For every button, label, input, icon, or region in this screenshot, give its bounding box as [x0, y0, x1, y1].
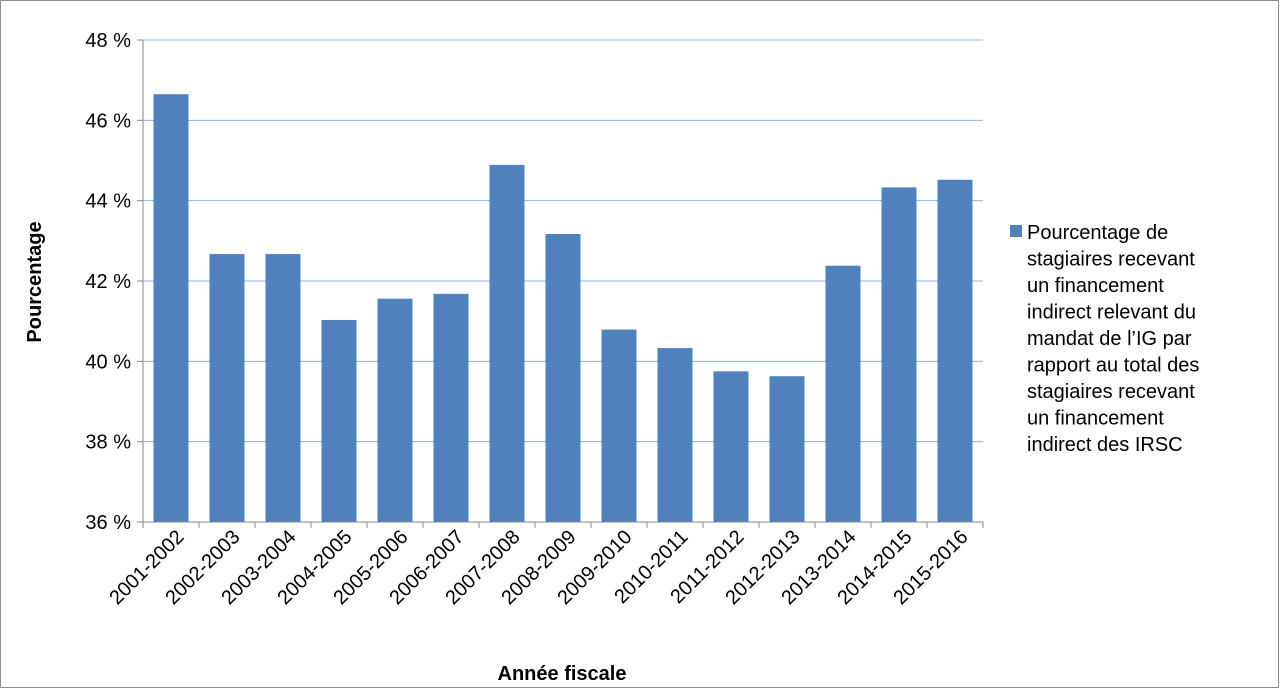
x-tick-labels: 2001-20022002-20032003-20042004-20052005…	[105, 526, 972, 609]
legend-line: mandat de l’IG par	[1027, 328, 1192, 350]
legend-label: Pourcentage de stagiaires recevant un fina…	[1027, 222, 1199, 456]
legend-line: Pourcentage de	[1027, 222, 1168, 244]
bar	[433, 293, 469, 522]
bar	[881, 187, 917, 522]
bar	[489, 164, 525, 522]
bars	[153, 94, 973, 523]
y-tick-labels: 36 % 38 % 40 % 42 % 44 % 46 % 48 %	[85, 30, 131, 534]
y-tick-label: 38 %	[85, 432, 131, 454]
legend-line: indirect des IRSC	[1027, 434, 1183, 456]
bar	[265, 254, 301, 523]
bar	[937, 179, 973, 522]
bar	[601, 329, 637, 522]
bar	[377, 298, 413, 522]
y-tick-label: 48 %	[85, 30, 131, 52]
legend-line: indirect relevant du	[1027, 302, 1196, 324]
bar	[769, 376, 805, 522]
legend-line: un financement	[1027, 408, 1164, 430]
legend-line: stagiaires recevant	[1027, 381, 1195, 403]
y-tick-label: 40 %	[85, 351, 131, 373]
legend-line: rapport au total des	[1027, 355, 1199, 377]
bar	[545, 234, 581, 522]
bar	[209, 254, 245, 523]
y-tick-label: 42 %	[85, 271, 131, 293]
x-axis-title: Année fiscale	[498, 663, 627, 685]
y-tick-label: 46 %	[85, 110, 131, 132]
bar	[825, 265, 861, 522]
bar	[713, 371, 749, 522]
legend-line: stagiaires recevant	[1027, 249, 1195, 271]
y-tick-label: 36 %	[85, 512, 131, 534]
legend-line: un financement	[1027, 275, 1164, 297]
legend-swatch	[1010, 225, 1022, 237]
y-axis-title: Pourcentage	[24, 221, 46, 342]
bar	[657, 348, 693, 522]
bar	[321, 319, 357, 522]
legend: Pourcentage de stagiaires recevant un fina…	[1010, 222, 1199, 456]
y-tick-label: 44 %	[85, 191, 131, 213]
axes	[137, 39, 984, 528]
bar	[153, 94, 189, 522]
